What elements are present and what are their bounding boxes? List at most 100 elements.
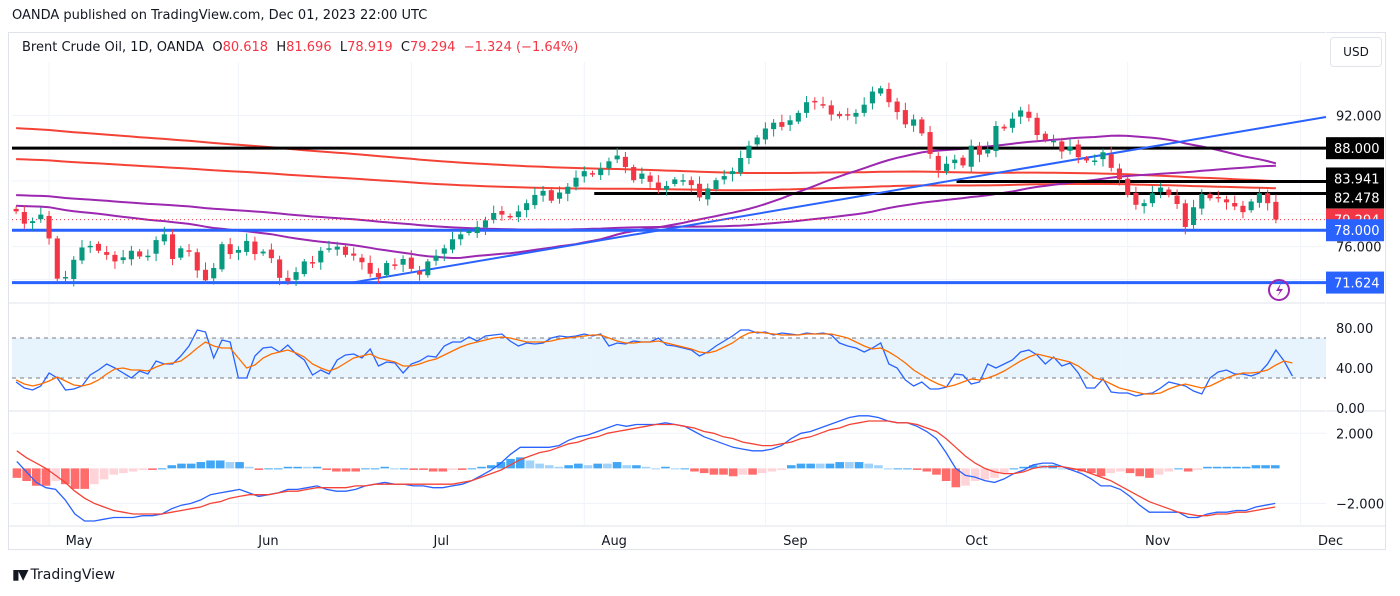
candle-up xyxy=(145,255,151,258)
price-label: 83.941 xyxy=(1334,172,1380,187)
candle-up xyxy=(746,145,752,159)
currency-button[interactable]: USD xyxy=(1330,37,1382,67)
candle-up xyxy=(639,173,645,179)
candle-up xyxy=(482,220,488,228)
candle-down xyxy=(227,244,233,255)
macd-histogram-bar xyxy=(796,463,806,469)
candle-up xyxy=(441,248,447,254)
macd-histogram-bar xyxy=(1183,468,1193,472)
candle-down xyxy=(417,270,423,275)
macd-histogram-bar xyxy=(641,466,651,469)
macd-histogram-bar xyxy=(303,466,312,469)
macd-histogram-bar xyxy=(593,463,603,469)
macd-histogram-bar xyxy=(690,468,699,472)
lightning-icon xyxy=(1276,283,1283,297)
candle-up xyxy=(449,239,456,250)
candle-down xyxy=(1240,205,1246,213)
candle-down xyxy=(375,273,381,278)
macd-histogram-bar xyxy=(380,466,390,469)
candle-up xyxy=(30,221,36,224)
macd-histogram-bar xyxy=(515,457,525,469)
macd-histogram-bar xyxy=(612,462,622,469)
candle-up xyxy=(787,120,793,125)
candle-down xyxy=(342,246,349,255)
candle-down xyxy=(927,132,933,154)
macd-histogram-bar xyxy=(1009,468,1019,470)
price-label: 71.624 xyxy=(1334,277,1380,292)
candle-up xyxy=(1092,160,1098,162)
candle-up xyxy=(911,119,917,126)
price-label-bg xyxy=(1326,137,1384,160)
tradingview-logo[interactable]: ▮▼ TradingView xyxy=(12,567,115,583)
macd-histogram-bar xyxy=(341,468,351,472)
candle-up xyxy=(606,161,612,169)
candle-down xyxy=(886,88,892,103)
macd-signal-line xyxy=(16,420,1276,517)
macd-histogram-bar xyxy=(61,468,70,485)
tradingview-brand: TradingView xyxy=(30,567,116,583)
candle-up xyxy=(161,234,167,242)
candle-up xyxy=(729,171,736,175)
candle-down xyxy=(976,145,983,155)
macd-histogram-bar xyxy=(1096,468,1106,477)
macd-histogram-bar xyxy=(893,468,903,470)
y-tick-label: 76.000 xyxy=(1336,241,1382,256)
candle-down xyxy=(13,208,19,212)
candle-up xyxy=(556,192,563,199)
candle-up xyxy=(565,186,571,194)
macd-histogram-bar xyxy=(903,468,912,470)
macd-histogram-bar xyxy=(419,468,428,470)
price-label: 82.478 xyxy=(1334,191,1380,206)
macd-histogram-bar xyxy=(467,468,477,470)
macd-tick-label: −2.000 xyxy=(1336,497,1384,512)
macd-histogram-bar xyxy=(999,468,1009,474)
macd-histogram-bar xyxy=(283,466,293,469)
macd-histogram-bar xyxy=(496,462,506,469)
candle-down xyxy=(1034,117,1040,136)
candle-down xyxy=(655,182,661,191)
candle-down xyxy=(1182,203,1188,227)
candle-down xyxy=(779,122,785,127)
candle-up xyxy=(1199,194,1205,209)
macd-histogram-bar xyxy=(525,460,535,469)
macd-histogram-bar xyxy=(632,465,641,469)
macd-histogram-bar xyxy=(177,463,186,469)
candle-up xyxy=(1149,193,1155,204)
macd-histogram-bar xyxy=(31,468,41,486)
candle-down xyxy=(21,212,27,224)
macd-histogram-bar xyxy=(825,463,835,469)
candle-down xyxy=(1116,168,1122,180)
candle-up xyxy=(384,263,390,276)
macd-histogram-bar xyxy=(1203,466,1212,469)
candle-up xyxy=(738,158,744,173)
macd-histogram-bar xyxy=(835,462,844,469)
candle-up xyxy=(713,180,719,190)
macd-histogram-bar xyxy=(254,468,264,470)
rsi-tick-label: 0.00 xyxy=(1336,402,1365,417)
candle-up xyxy=(400,258,406,265)
candle-up xyxy=(120,257,126,261)
candle-up xyxy=(985,148,991,154)
macd-histogram-bar xyxy=(148,468,157,470)
candle-up xyxy=(1190,207,1197,225)
candle-up xyxy=(1248,201,1254,211)
macd-histogram-bar xyxy=(874,465,883,469)
candle-down xyxy=(1125,178,1131,195)
macd-histogram-bar xyxy=(719,468,728,475)
macd-histogram-bar xyxy=(603,463,612,469)
macd-histogram-bar xyxy=(728,468,738,477)
macd-histogram-bar xyxy=(361,468,370,470)
macd-histogram-bar xyxy=(1222,466,1232,469)
x-tick-label: Jul xyxy=(432,534,449,549)
candle-down xyxy=(1133,192,1139,205)
candle-down xyxy=(622,156,628,168)
macd-histogram-bar xyxy=(535,463,544,469)
candle-up xyxy=(244,240,250,252)
candle-up xyxy=(705,188,711,200)
candle-down xyxy=(1265,193,1271,204)
macd-histogram-bar xyxy=(757,468,767,474)
candle-up xyxy=(532,194,538,206)
x-tick-label: Nov xyxy=(1145,534,1171,549)
macd-histogram-bar xyxy=(699,468,709,474)
